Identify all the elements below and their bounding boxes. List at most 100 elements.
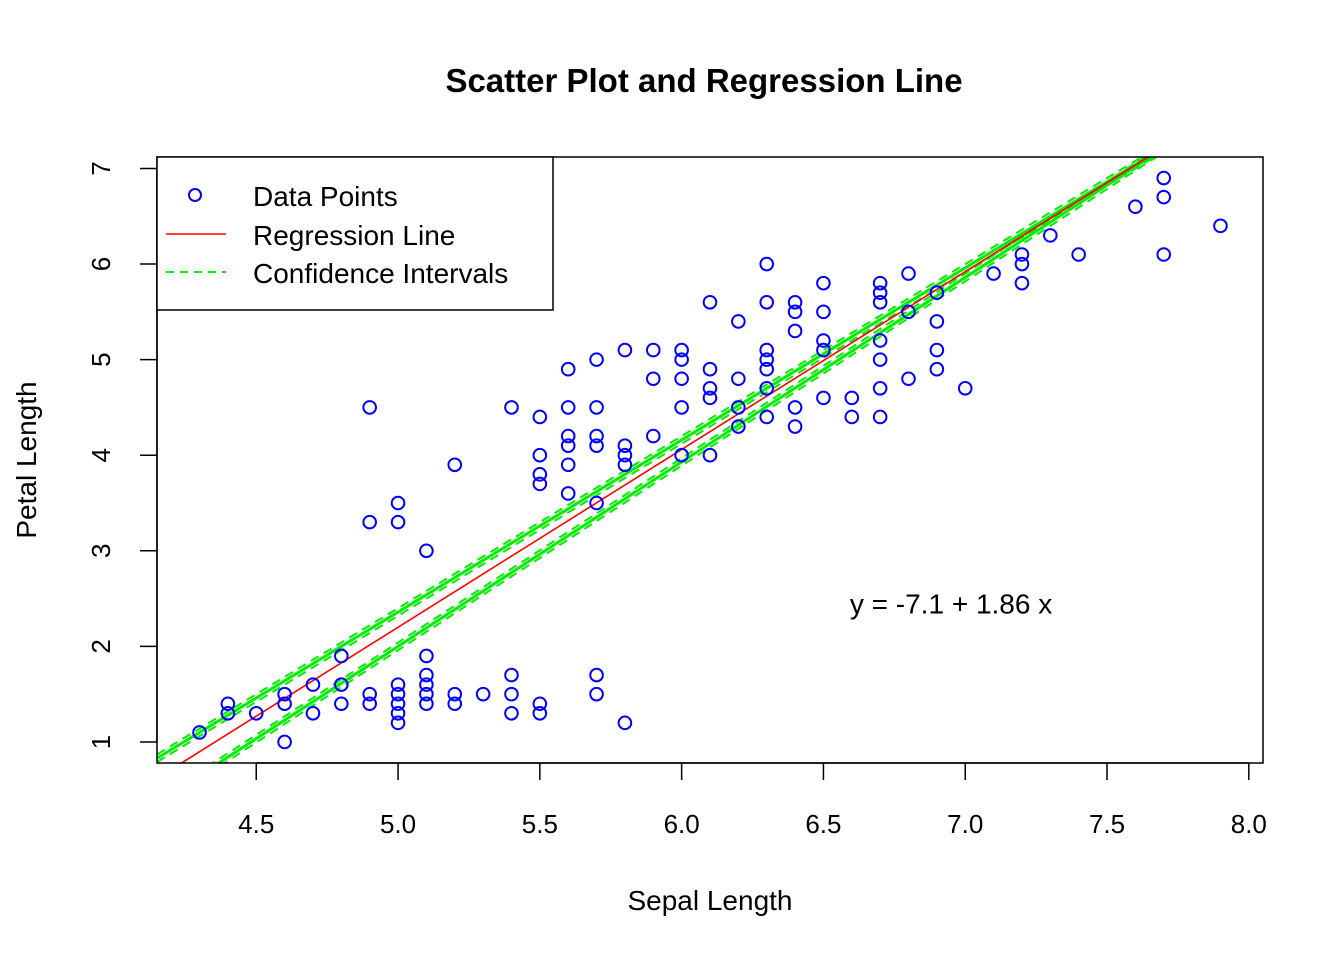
data-point <box>334 696 349 712</box>
data-point <box>447 457 463 473</box>
data-point <box>1071 247 1086 262</box>
x-tick-label: 6.0 <box>664 809 700 839</box>
data-point <box>872 381 888 396</box>
data-point <box>334 648 349 664</box>
x-tick-label: 7.0 <box>947 809 983 839</box>
data-point <box>560 361 576 377</box>
data-point <box>589 495 604 511</box>
data-point <box>731 400 746 415</box>
data-point <box>872 409 888 425</box>
data-point <box>645 342 661 358</box>
data-point <box>674 352 689 367</box>
x-tick-label: 7.5 <box>1089 809 1125 839</box>
data-point <box>1156 170 1172 186</box>
confidence-line-upper-dashed-2 <box>157 157 1144 756</box>
x-tick-label: 8.0 <box>1231 809 1267 839</box>
data-point <box>589 428 604 444</box>
data-point <box>787 294 803 310</box>
legend-point-symbol <box>188 188 202 202</box>
data-point <box>872 275 888 291</box>
y-tick-label: 3 <box>86 544 116 558</box>
data-point <box>759 361 775 377</box>
data-point <box>305 705 321 721</box>
data-point <box>390 677 406 692</box>
data-point <box>929 342 945 358</box>
data-point <box>419 696 434 712</box>
chart-title: Scatter Plot and Regression Line <box>445 62 962 99</box>
data-point <box>787 323 803 339</box>
data-point <box>475 686 491 702</box>
data-point <box>532 409 548 425</box>
data-point <box>731 314 746 329</box>
data-point <box>674 400 689 415</box>
data-point <box>816 304 831 320</box>
confidence-line-lower <box>216 157 1154 763</box>
data-point <box>702 447 718 463</box>
data-point <box>787 419 803 434</box>
data-point <box>1156 247 1172 262</box>
data-point <box>674 371 689 387</box>
y-tick-label: 6 <box>86 257 116 271</box>
confidence-line-lower-dashed-1 <box>222 157 1159 763</box>
data-point <box>589 667 604 683</box>
data-point <box>419 677 434 692</box>
legend-label-data-points: Data Points <box>253 181 398 212</box>
data-point <box>1014 275 1030 291</box>
data-point <box>560 486 576 501</box>
data-point <box>277 734 292 750</box>
x-tick-label: 5.0 <box>380 809 416 839</box>
data-point <box>504 686 519 702</box>
data-point <box>816 275 831 291</box>
y-tick-label: 2 <box>86 639 116 653</box>
y-tick-label: 7 <box>86 161 116 175</box>
legend-label-regression: Regression Line <box>253 220 455 251</box>
data-point <box>589 438 604 453</box>
data-point <box>759 381 775 396</box>
data-point <box>759 342 775 358</box>
data-point <box>362 400 377 415</box>
data-point <box>674 447 689 463</box>
data-point <box>901 266 916 281</box>
data-point <box>901 371 916 387</box>
data-point <box>532 696 548 712</box>
data-point <box>192 725 207 740</box>
data-point <box>504 667 519 683</box>
x-axis-label: Sepal Length <box>627 885 792 916</box>
data-point <box>1156 189 1172 205</box>
data-point <box>419 648 434 664</box>
data-point <box>702 294 718 310</box>
data-point <box>816 333 831 348</box>
data-point <box>1014 256 1030 272</box>
y-axis: 1 2 3 4 5 6 7 <box>86 161 158 749</box>
data-point <box>901 304 916 320</box>
data-point <box>277 686 292 702</box>
data-point <box>305 677 321 692</box>
data-point <box>872 285 888 301</box>
data-point <box>872 294 888 310</box>
data-point <box>560 400 576 415</box>
data-point <box>816 342 831 358</box>
data-point <box>759 294 775 310</box>
data-point <box>220 696 236 712</box>
data-point <box>560 428 576 444</box>
data-point <box>674 342 689 358</box>
data-point <box>702 361 718 377</box>
y-tick-label: 4 <box>86 448 116 462</box>
data-point <box>1213 218 1228 234</box>
data-point <box>589 400 604 415</box>
data-point <box>504 400 519 415</box>
y-tick-label: 5 <box>86 352 116 366</box>
x-tick-label: 6.5 <box>805 809 841 839</box>
legend: Data Points Regression Line Confidence I… <box>156 156 554 311</box>
data-point <box>390 705 406 721</box>
data-point <box>759 409 775 425</box>
legend-label-confidence: Confidence Intervals <box>253 258 508 289</box>
data-point <box>787 400 803 415</box>
data-point <box>1043 228 1058 243</box>
data-point <box>929 285 945 301</box>
data-point <box>334 677 349 692</box>
data-point <box>702 390 718 406</box>
data-point <box>248 705 264 721</box>
data-point <box>759 256 775 272</box>
